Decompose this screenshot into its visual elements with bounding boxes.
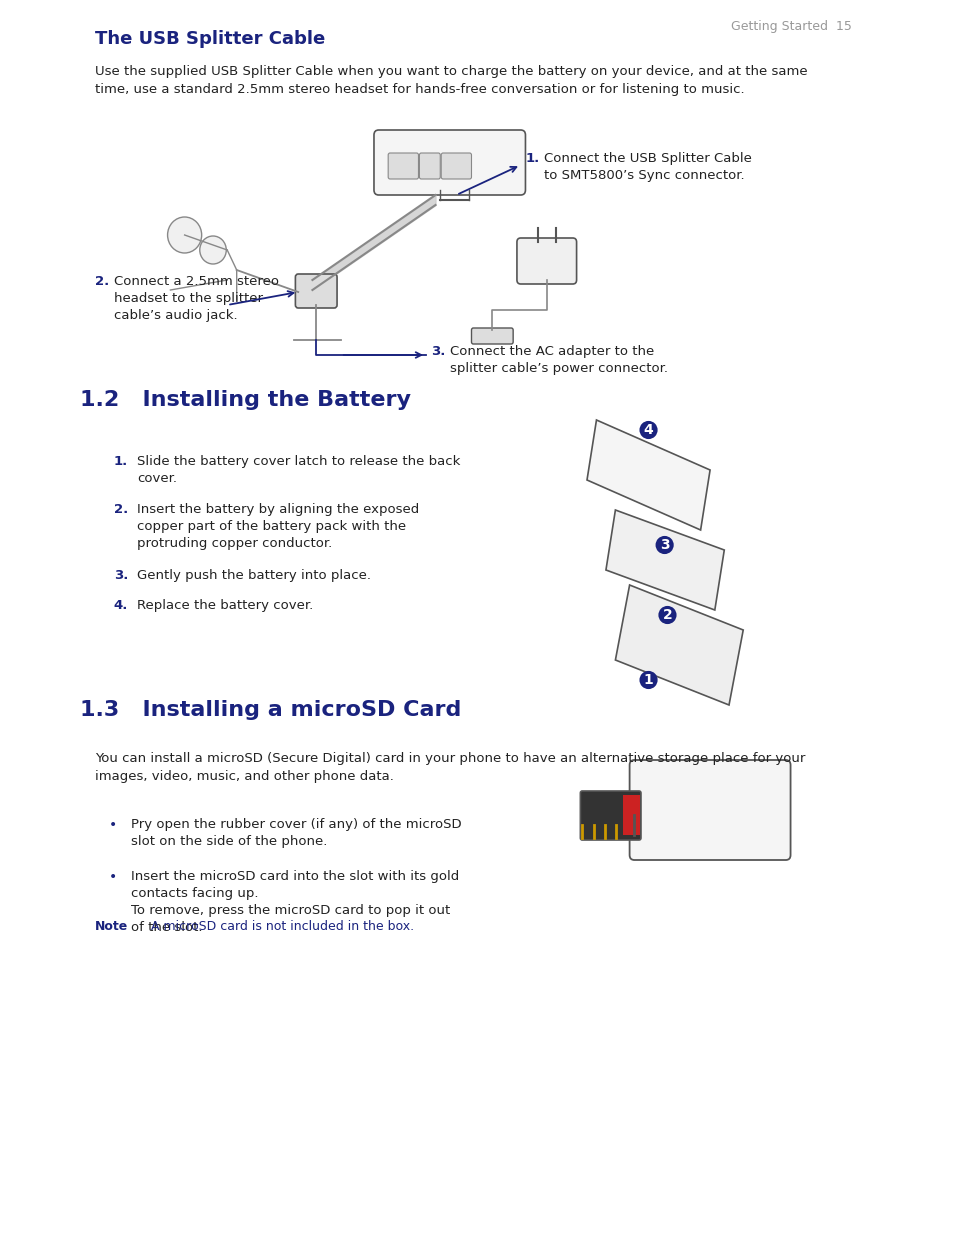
Text: Pry open the rubber cover (if any) of the microSD
slot on the side of the phone.: Pry open the rubber cover (if any) of th… [131, 818, 461, 848]
Text: •: • [109, 869, 117, 884]
FancyBboxPatch shape [440, 153, 471, 179]
Text: Slide the battery cover latch to release the back
cover.: Slide the battery cover latch to release… [137, 454, 460, 485]
Text: •: • [109, 818, 117, 832]
FancyBboxPatch shape [622, 795, 639, 835]
Polygon shape [605, 510, 723, 610]
Text: Getting Started  15: Getting Started 15 [730, 20, 851, 33]
FancyBboxPatch shape [629, 760, 790, 860]
FancyBboxPatch shape [388, 153, 418, 179]
Text: Insert the microSD card into the slot with its gold
contacts facing up.
To remov: Insert the microSD card into the slot wi… [131, 869, 458, 934]
Text: 3: 3 [659, 538, 669, 552]
Text: Gently push the battery into place.: Gently push the battery into place. [137, 569, 371, 582]
Text: 1.3   Installing a microSD Card: 1.3 Installing a microSD Card [80, 700, 461, 720]
FancyBboxPatch shape [419, 153, 439, 179]
Text: The USB Splitter Cable: The USB Splitter Cable [94, 30, 325, 48]
Circle shape [199, 236, 226, 264]
Text: 1.2   Installing the Battery: 1.2 Installing the Battery [80, 390, 411, 410]
Text: Use the supplied USB Splitter Cable when you want to charge the battery on your : Use the supplied USB Splitter Cable when… [94, 65, 806, 96]
Circle shape [168, 217, 201, 253]
Text: 1.: 1. [113, 454, 128, 468]
Text: 1.: 1. [525, 152, 539, 165]
FancyBboxPatch shape [374, 130, 525, 195]
FancyBboxPatch shape [579, 790, 640, 840]
Text: You can install a microSD (Secure Digital) card in your phone to have an alterna: You can install a microSD (Secure Digita… [94, 752, 804, 783]
Text: Connect the AC adapter to the
splitter cable’s power connector.: Connect the AC adapter to the splitter c… [449, 345, 667, 375]
Text: Note: Note [94, 920, 128, 932]
FancyBboxPatch shape [295, 274, 336, 308]
Polygon shape [586, 420, 709, 530]
Text: 2: 2 [662, 608, 672, 622]
Text: 4: 4 [643, 424, 653, 437]
Text: 1: 1 [643, 673, 653, 687]
Text: 2.: 2. [94, 275, 109, 288]
Polygon shape [615, 585, 742, 705]
Text: Connect a 2.5mm stereo
headset to the splitter
cable’s audio jack.: Connect a 2.5mm stereo headset to the sp… [113, 275, 278, 322]
Text: Replace the battery cover.: Replace the battery cover. [137, 599, 314, 613]
FancyBboxPatch shape [517, 238, 576, 284]
Text: 2.: 2. [113, 503, 128, 516]
FancyBboxPatch shape [471, 329, 513, 345]
Text: Insert the battery by aligning the exposed
copper part of the battery pack with : Insert the battery by aligning the expos… [137, 503, 419, 550]
Text: Connect the USB Splitter Cable
to SMT5800’s Sync connector.: Connect the USB Splitter Cable to SMT580… [544, 152, 752, 182]
Text: A microSD card is not included in the box.: A microSD card is not included in the bo… [152, 920, 415, 932]
Text: 3.: 3. [113, 569, 128, 582]
Text: 3.: 3. [431, 345, 445, 358]
Text: 4.: 4. [113, 599, 128, 613]
